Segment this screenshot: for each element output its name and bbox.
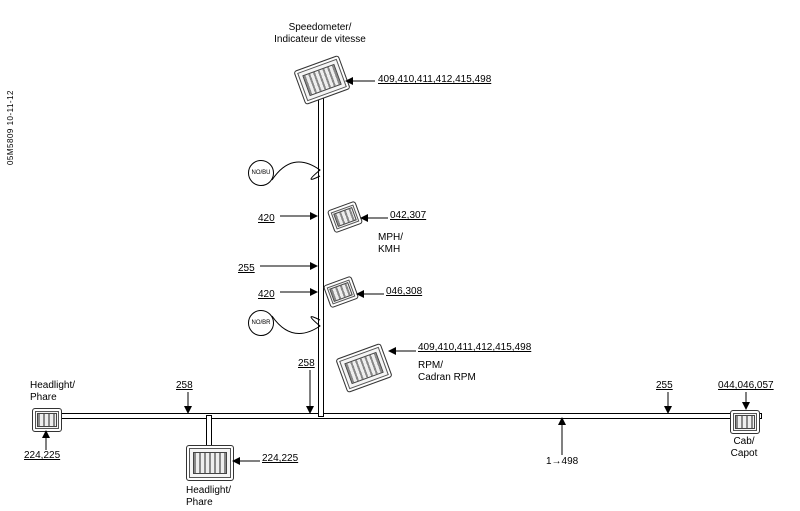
arrow-hl-left — [40, 430, 52, 450]
connector-headlight-stub — [186, 445, 234, 481]
arrow-042 — [360, 212, 388, 224]
connector-mph-top — [327, 201, 363, 234]
figure-code: 05M5809 10-11-12 — [6, 90, 15, 165]
arrow-258a — [182, 392, 194, 414]
text: Cab/ — [733, 436, 754, 447]
dim-255b: 255 — [656, 380, 673, 392]
arrow-hl-stub — [232, 455, 260, 467]
rpm-parts: 409,410,411,412,415,498 — [418, 342, 531, 354]
arrow-046 — [356, 288, 384, 300]
mph-kmh-label: MPH/KMH — [378, 232, 403, 256]
connector-speedometer — [293, 55, 350, 105]
arrow-420b — [280, 286, 318, 298]
arrow-range — [556, 417, 568, 455]
wire-tag-bot: NO/BR — [248, 310, 274, 336]
range-label: 1→498 — [546, 456, 578, 468]
connector-headlight-left — [32, 408, 62, 432]
arrow-255b — [662, 392, 674, 414]
headlight-stub-title: Headlight/ Phare — [186, 485, 231, 509]
parts-042: 042,307 — [390, 210, 426, 222]
harness-main-horizontal — [60, 413, 762, 419]
text: Capot — [731, 448, 758, 459]
text: Phare — [186, 497, 213, 508]
text: Phare — [30, 392, 57, 403]
connector-cab — [730, 410, 760, 434]
speedometer-title: Speedometer/ Indicateur de vitesse — [274, 22, 366, 46]
wire-curl-top — [272, 160, 322, 186]
arrow-258b — [304, 370, 316, 414]
harness-main-vertical — [318, 95, 324, 417]
arrow-cab — [740, 392, 752, 410]
text: Headlight/ — [30, 380, 75, 391]
text: Indicateur de vitesse — [274, 34, 366, 45]
speedometer-parts: 409,410,411,412,415,498 — [378, 74, 491, 86]
connector-mph-bot — [323, 276, 359, 309]
text: Headlight/ — [186, 485, 231, 496]
dim-258b: 258 — [298, 358, 315, 370]
arrow-speedometer-parts — [345, 75, 375, 87]
headlight-stub-parts: 224,225 — [262, 453, 298, 465]
connector-rpm — [335, 343, 392, 393]
harness-headlight-stub — [206, 415, 212, 447]
arrow-255a — [260, 260, 318, 272]
wire-curl-bot — [272, 310, 322, 336]
cab-title: Cab/ Capot — [731, 436, 758, 460]
dim-420a: 420 — [258, 213, 275, 225]
arrow-420a — [280, 210, 318, 222]
arrow-rpm — [388, 345, 416, 357]
dim-258a: 258 — [176, 380, 193, 392]
parts-046: 046,308 — [386, 286, 422, 298]
headlight-left-title: Headlight/ Phare — [30, 380, 75, 404]
text: Speedometer/ — [289, 22, 352, 33]
dim-255a: 255 — [238, 263, 255, 275]
cab-parts: 044,046,057 — [718, 380, 774, 392]
headlight-left-parts: 224,225 — [24, 450, 60, 462]
rpm-title: RPM/Cadran RPM — [418, 360, 476, 384]
wire-tag-top: NO/BU — [248, 160, 274, 186]
dim-420b: 420 — [258, 289, 275, 301]
